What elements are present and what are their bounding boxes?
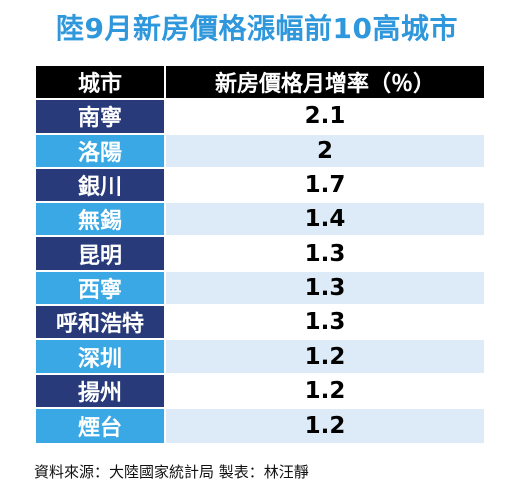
city-cell: 煙台 <box>36 408 166 444</box>
city-cell: 銀川 <box>36 168 166 202</box>
header-value: 新房價格月增率（％） <box>166 66 484 99</box>
data-table: 城市 新房價格月增率（％） 南寧 2.1 洛陽 2 銀川 1.7 無錫 1.4 昆明 1.3 西寧 1… <box>36 66 484 444</box>
city-cell: 洛陽 <box>36 134 166 167</box>
table-row: 無錫 1.4 <box>36 203 484 238</box>
value-cell: 1.3 <box>166 306 484 339</box>
city-cell: 揚州 <box>36 374 166 407</box>
table-row: 煙台 1.2 <box>36 408 484 444</box>
table-header-row: 城市 新房價格月增率（％） <box>36 66 484 101</box>
table-row: 呼和浩特 1.3 <box>36 306 484 341</box>
source-note: 資料來源：大陸國家統計局 製表：林汪靜 <box>34 463 309 481</box>
header-city: 城市 <box>36 66 166 99</box>
table-row: 昆明 1.3 <box>36 237 484 272</box>
city-cell: 無錫 <box>36 203 166 236</box>
value-cell: 2 <box>166 134 484 167</box>
table-row: 揚州 1.2 <box>36 374 484 409</box>
value-cell: 1.7 <box>166 168 484 202</box>
city-cell: 西寧 <box>36 271 166 305</box>
city-cell: 南寧 <box>36 100 166 133</box>
city-cell: 深圳 <box>36 340 166 373</box>
table-row: 西寧 1.3 <box>36 271 484 307</box>
table-row: 南寧 2.1 <box>36 100 484 135</box>
city-cell: 昆明 <box>36 237 166 270</box>
table-row: 深圳 1.2 <box>36 340 484 375</box>
value-cell: 1.2 <box>166 374 484 407</box>
value-cell: 1.4 <box>166 203 484 236</box>
value-cell: 1.2 <box>166 340 484 373</box>
table-row: 洛陽 2 <box>36 134 484 169</box>
value-cell: 1.3 <box>166 237 484 270</box>
value-cell: 1.3 <box>166 271 484 305</box>
page-title: 陸9月新房價格漲幅前10高城市 <box>56 12 458 45</box>
value-cell: 2.1 <box>166 100 484 133</box>
city-cell: 呼和浩特 <box>36 306 166 339</box>
table-row: 銀川 1.7 <box>36 168 484 204</box>
value-cell: 1.2 <box>166 408 484 444</box>
